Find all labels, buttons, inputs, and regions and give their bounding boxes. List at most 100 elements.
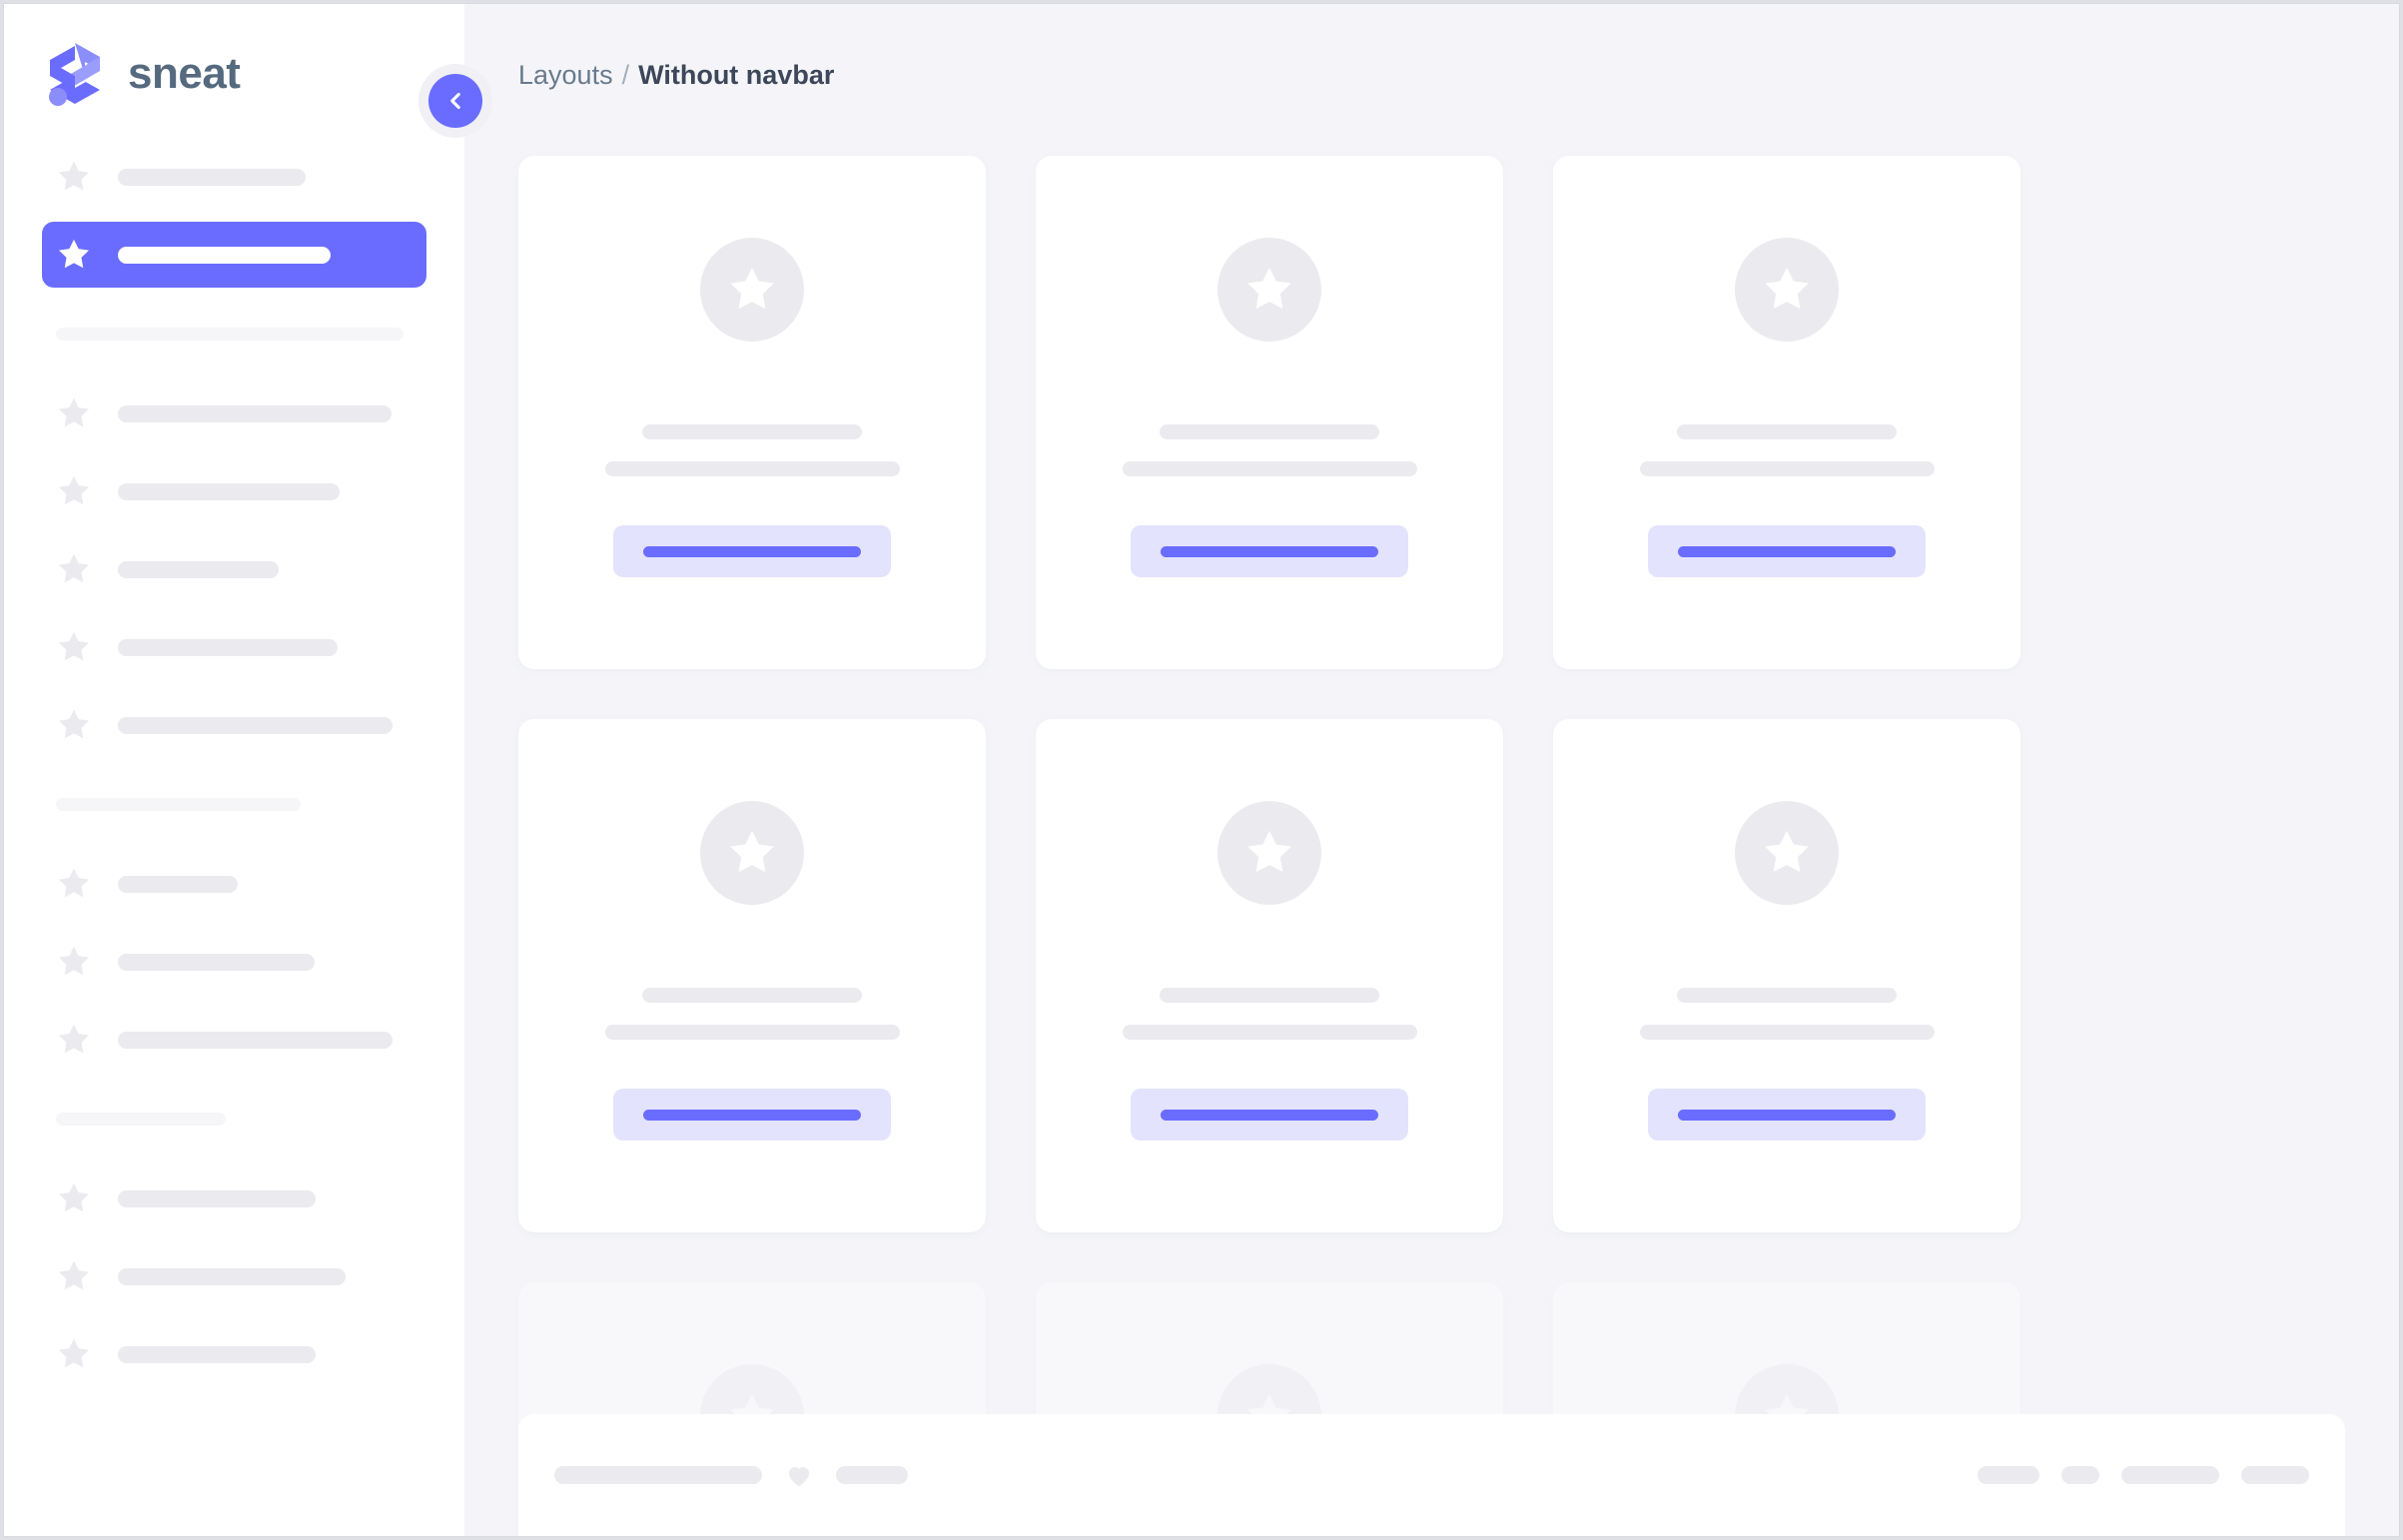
sidebar-item-label-placeholder — [118, 716, 393, 734]
sidebar-item-label-placeholder — [118, 875, 238, 893]
sidebar-item-2-2[interactable] — [42, 1007, 426, 1073]
sidebar-group-divider — [56, 328, 403, 341]
star-icon — [56, 395, 92, 431]
card-action-label-placeholder — [643, 1109, 861, 1121]
star-icon — [56, 707, 92, 743]
breadcrumb-separator: / — [621, 60, 630, 90]
sidebar-group-divider — [56, 798, 301, 811]
card-title-placeholder — [1677, 988, 1897, 1003]
sidebar-item-1-2[interactable] — [42, 536, 426, 602]
sidebar-item-1-3[interactable] — [42, 614, 426, 680]
card-title-placeholder — [642, 988, 862, 1003]
sidebar-menu — [42, 144, 426, 1387]
sidebar-group-divider — [56, 1113, 226, 1126]
star-icon — [56, 629, 92, 665]
sidebar-item-label-placeholder — [118, 482, 340, 500]
card-action-label-placeholder — [1161, 1109, 1378, 1121]
sidebar-item-label-placeholder — [118, 1189, 316, 1207]
content-card[interactable] — [1553, 719, 2020, 1232]
card-action-button[interactable] — [1648, 525, 1926, 577]
star-icon — [1217, 238, 1321, 342]
card-action-button[interactable] — [1648, 1089, 1926, 1141]
card-subtitle-placeholder — [1639, 1025, 1935, 1040]
sidebar-item-label-placeholder — [118, 1031, 393, 1049]
sidebar-item-1-4[interactable] — [42, 692, 426, 758]
sidebar-item-label-placeholder — [118, 1345, 316, 1363]
card-subtitle-placeholder — [1122, 1025, 1417, 1040]
footer-left-group — [554, 1460, 908, 1490]
card-action-button[interactable] — [1131, 1089, 1408, 1141]
breadcrumb-parent[interactable]: Layouts — [518, 60, 613, 90]
star-icon — [56, 1336, 92, 1372]
sidebar-item-3-1[interactable] — [42, 1243, 426, 1309]
card-subtitle-placeholder — [604, 1025, 900, 1040]
star-icon — [56, 237, 92, 273]
sidebar-item-3-0[interactable] — [42, 1165, 426, 1231]
sidebar-item-2-1[interactable] — [42, 929, 426, 995]
star-icon — [56, 1022, 92, 1058]
content-card[interactable] — [518, 719, 986, 1232]
heart-icon — [784, 1460, 814, 1490]
footer-link-placeholder[interactable] — [2121, 1466, 2219, 1484]
star-icon — [700, 801, 804, 905]
card-title-placeholder — [642, 424, 862, 439]
breadcrumb: Layouts / Without navbar — [464, 4, 2399, 91]
content-card[interactable] — [1036, 156, 1503, 669]
sidebar-item-3-2[interactable] — [42, 1321, 426, 1387]
sidebar: sneat — [4, 4, 492, 1536]
card-action-label-placeholder — [1161, 545, 1378, 557]
sidebar-item-label-placeholder — [118, 246, 331, 264]
star-icon — [700, 238, 804, 342]
star-icon — [56, 473, 92, 509]
star-icon — [56, 551, 92, 587]
star-icon — [1735, 801, 1839, 905]
sidebar-item-1-1[interactable] — [42, 458, 426, 524]
sidebar-item-1-0[interactable] — [42, 381, 426, 446]
footer-link-placeholder[interactable] — [2241, 1466, 2309, 1484]
breadcrumb-current: Without navbar — [638, 60, 835, 90]
brand-name: sneat — [128, 49, 241, 98]
card-title-placeholder — [1160, 988, 1379, 1003]
footer-link-placeholder[interactable] — [1978, 1466, 2039, 1484]
card-action-label-placeholder — [643, 545, 861, 557]
chevron-left-icon — [428, 74, 482, 128]
sidebar-item-0-0[interactable] — [42, 144, 426, 210]
footer-right-group — [1978, 1466, 2309, 1484]
sidebar-item-label-placeholder — [118, 404, 392, 422]
card-action-label-placeholder — [1678, 545, 1896, 557]
card-subtitle-placeholder — [1639, 461, 1935, 476]
sidebar-item-label-placeholder — [118, 1267, 346, 1285]
content-card[interactable] — [518, 156, 986, 669]
footer-text-placeholder — [554, 1466, 762, 1484]
card-subtitle-placeholder — [604, 461, 900, 476]
sidebar-item-0-1[interactable] — [42, 222, 426, 288]
sidebar-item-label-placeholder — [118, 560, 279, 578]
app-window: sneat Layouts / Without navbar — [3, 3, 2400, 1537]
sidebar-item-label-placeholder — [118, 638, 338, 656]
content-area: Layouts / Without navbar — [464, 4, 2399, 1536]
card-title-placeholder — [1677, 424, 1897, 439]
card-action-button[interactable] — [613, 525, 891, 577]
star-icon — [56, 159, 92, 195]
content-card[interactable] — [1553, 156, 2020, 669]
card-grid — [518, 156, 2399, 1536]
star-icon — [56, 944, 92, 980]
star-icon — [56, 1180, 92, 1216]
card-subtitle-placeholder — [1122, 461, 1417, 476]
star-icon — [1217, 801, 1321, 905]
card-action-button[interactable] — [1131, 525, 1408, 577]
card-action-button[interactable] — [613, 1089, 891, 1141]
sidebar-collapse-button[interactable] — [418, 64, 492, 138]
content-card[interactable] — [1036, 719, 1503, 1232]
sidebar-item-label-placeholder — [118, 953, 315, 971]
card-title-placeholder — [1160, 424, 1379, 439]
footer-text-placeholder — [836, 1466, 908, 1484]
sidebar-item-2-0[interactable] — [42, 851, 426, 917]
brand[interactable]: sneat — [42, 4, 426, 144]
star-icon — [56, 1258, 92, 1294]
star-icon — [1735, 238, 1839, 342]
sneat-s-logo-icon — [44, 40, 106, 108]
footer-link-placeholder[interactable] — [2061, 1466, 2099, 1484]
sidebar-item-label-placeholder — [118, 168, 306, 186]
star-icon — [56, 866, 92, 902]
